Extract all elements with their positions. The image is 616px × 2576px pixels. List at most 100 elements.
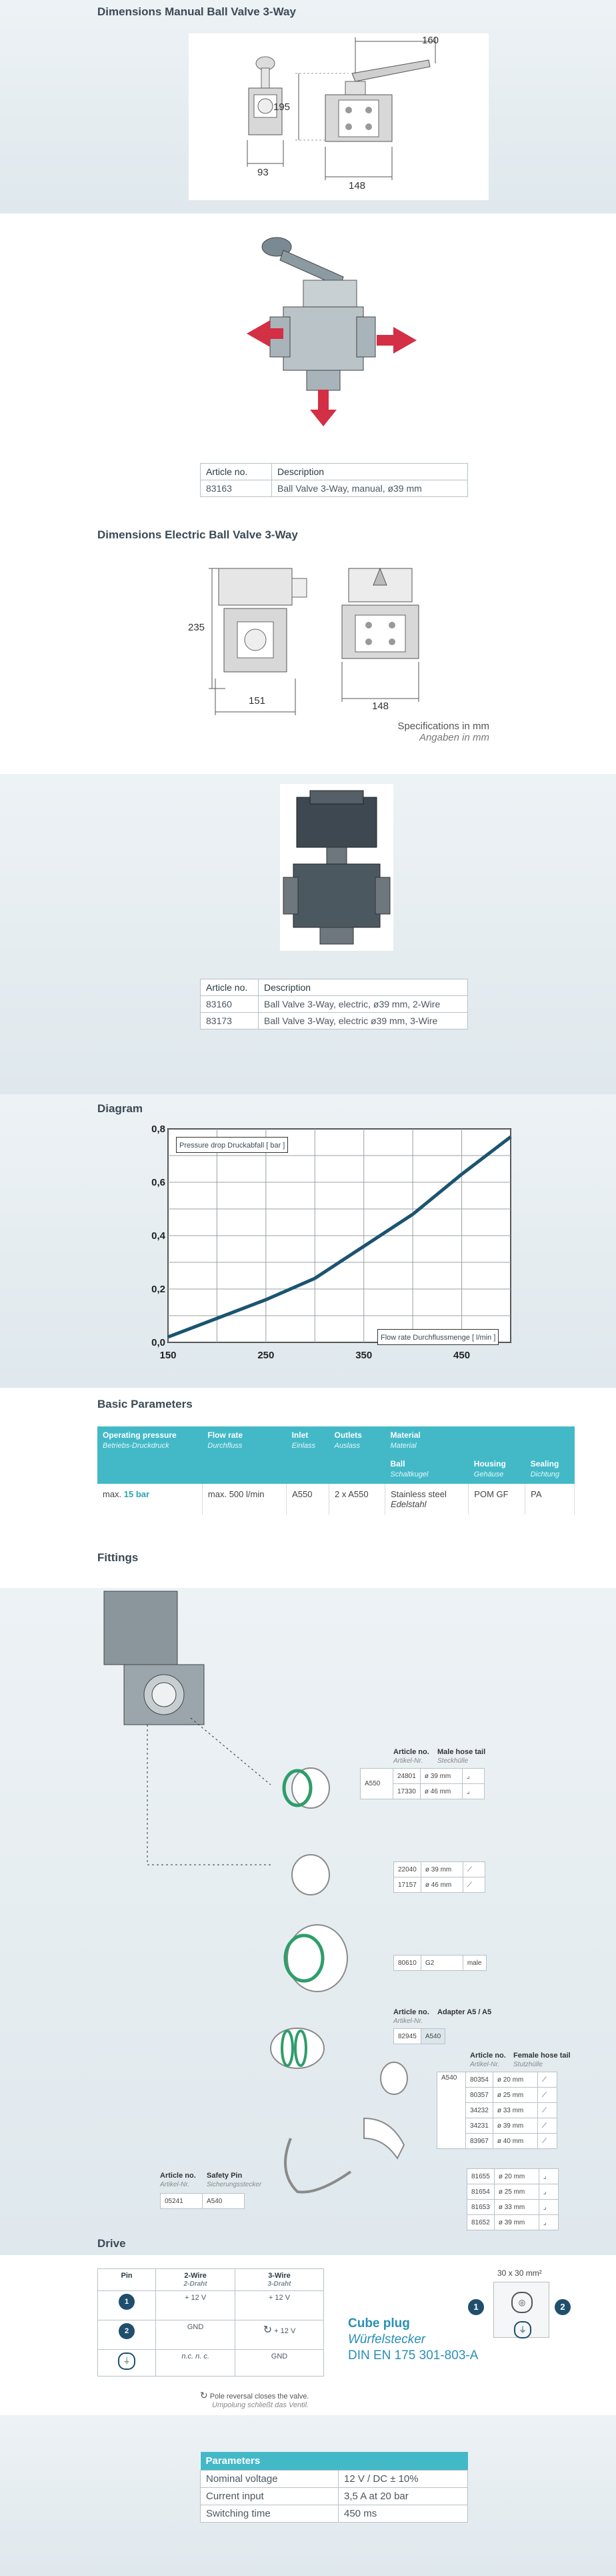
pin-table: 05241 A540 [160,2193,245,2209]
header-outlets: Outlets Auslass [329,1426,385,1484]
male-hose-header: Article no. Artikel-Nr. [393,1748,429,1765]
pin-name-de: Sicherungsstecker [207,2181,262,2188]
pin-name-en: Safety Pin [207,2172,243,2180]
male-conn-cell: A550 [360,1768,393,1799]
op-prefix: max. [103,1489,122,1499]
dim-148: 148 [372,701,389,712]
male-header-article-de: Artikel-Nr. [393,1757,423,1765]
fitting-icon: ⌟ [538,2199,559,2215]
electric-valve-illustration-svg [283,790,391,945]
table-row: 1 + 12 V + 12 V [97,2290,324,2320]
ball-value: Stainless steel Edelstahl [385,1484,469,1515]
column-header-article: Article no. [200,979,259,996]
size-cell: ø 39 mm [492,2118,538,2134]
female-name-de: Stutzhülle [513,2061,543,2068]
column-header-article: Article no. [200,463,272,480]
operating-pressure-value: max. 15 bar [97,1484,203,1515]
female-hose-table: A540 80354 ø 20 mm ⟋ 80357 ø 25 mm ⟋ 34232 ø … [437,2072,557,2149]
spec-note-de: Angaben in mm [419,732,489,743]
header-flow-en: Flow rate [207,1430,243,1440]
female-hose-header: Article no. Artikel-Nr. [470,2052,506,2069]
size-cell: ø 46 mm [420,1877,463,1893]
x-axis-label-box: Flow rate Durchflussmenge [ l/min ] [377,1329,499,1345]
table-row: 83163 Ball Valve 3-Way, manual, ø39 mm [200,480,468,497]
article-cell: 81655 [467,2168,495,2184]
header-housing-en: Housing [473,1459,506,1468]
dim-148: 148 [349,180,366,191]
female-conn-cell: A540 [437,2072,466,2149]
size-cell: ø 46 mm [419,1783,463,1799]
cube-title-de: Würfelstecker [348,2332,426,2346]
pin-badge: 2 [555,2299,571,2315]
pin-name: Safety Pin Sicherungsstecker [207,2172,261,2189]
param-value: 3,5 A at 20 bar [338,2487,468,2505]
param-key: Nominal voltage [200,2470,339,2488]
male-hose-table-2: 22040 ø 39 mm ⟋ 17157 ø 46 mm ⟋ [393,1861,485,1893]
housing-value: POM GF [468,1484,526,1515]
elbow-table: 81655 ø 20 mm ⌟ 81654 ø 25 mm ⌟ 81653 ø 33 mm… [467,2168,559,2230]
fitting-icon: ⌟ [538,2184,559,2200]
size-cell: G2 [420,1955,463,1971]
cube-title: Cube plug [348,2316,410,2330]
electric-valve-dimension-drawing: 235 151 148 [179,555,489,721]
w3-cell: ↻ + 12 V [235,2320,324,2350]
header-2wire: 2-Wire 2-Draht [155,2268,235,2291]
header-pin: Pin [97,2268,157,2291]
size-cell: ø 39 mm [419,1768,463,1784]
fitting-icon: ⟋ [537,2133,557,2149]
male-hose-name: Male hose tail Steckhülle [437,1748,485,1765]
pressure-drop-chart-svg: 0,0 0,2 0,4 0,6 0,8 150 250 350 450 [151,1124,512,1361]
size-cell: ø 33 mm [492,2102,538,2118]
female-name-en: Female hose tail [513,2052,571,2060]
description-cell: Ball Valve 3-Way, manual, ø39 mm [271,480,468,497]
article-cell: 24801 [393,1768,421,1784]
thread-table: 80610 G2 male [393,1955,487,1971]
parameters-table: Parameters Nominal voltage 12 V / DC ± 10… [200,2452,468,2523]
header-operating-pressure: Operating pressure Betriebs-Druckdruck [97,1426,203,1484]
pin-2-cell: 2 [97,2320,157,2350]
adapter-header-article: Article no. [393,2008,429,2016]
article-cell: 82945 [393,2028,421,2044]
size-cell: ø 39 mm [493,2214,539,2230]
article-cell: 81652 [467,2214,495,2230]
cube-din: DIN EN 175 301-803-A [348,2348,479,2363]
fitting-icon: ⟋ [537,2087,557,2103]
article-cell: 34232 [465,2102,493,2118]
x-tick-label: 350 [355,1350,372,1361]
basic-parameters-table: Operating pressure Betriebs-Druckdruck Fl… [97,1426,575,1515]
conn-cell: A540 [202,2193,245,2209]
y-tick-label: 0,6 [151,1177,165,1188]
param-key: Current input [200,2487,339,2505]
pin-badge: 2 [119,2323,135,2339]
plug-socket-icon: ◎ [511,2292,533,2313]
header-ball-de: Schaltkugel [390,1470,429,1478]
header-sealing-en: Sealing [530,1459,559,1468]
ground-icon: ⏚ [118,2352,136,2370]
table-row: 83173 Ball Valve 3-Way, electric ø39 mm,… [200,1012,468,1029]
header-3wire-en: 3-Wire [268,2272,291,2280]
w3-value: + 12 V [274,2327,296,2335]
fitting-icon: ⟋ [462,1861,485,1877]
sealing-value: PA [525,1484,575,1515]
size-cell: ø 33 mm [493,2199,539,2215]
header-op-en: Operating pressure [103,1430,177,1440]
header-flow-rate: Flow rate Durchfluss [202,1426,287,1484]
fitting-icon: ⟋ [537,2102,557,2118]
header-outlets-en: Outlets [334,1430,362,1440]
dim-93: 93 [257,167,269,178]
female-header-article: Article no. [470,2052,506,2060]
w2-cell: GND [155,2320,235,2350]
fitting-icon: ⌟ [538,2214,559,2230]
header-3wire-de: 3-Draht [267,2280,291,2288]
w3-cell: + 12 V [235,2290,324,2320]
cube-size: 30 x 30 mm² [497,2268,542,2278]
dim-195: 195 [273,101,291,113]
header-housing-de: Gehäuse [473,1470,504,1478]
size-cell: ø 25 mm [493,2184,539,2200]
w2-cell: n.c. n. c. [155,2349,235,2377]
header-outlets-de: Auslass [334,1442,361,1450]
y-tick-label: 0,8 [151,1124,165,1135]
article-cell: 17157 [393,1877,421,1893]
spec-note: Specifications in mm Angaben in mm [320,721,489,743]
header-inlet-de: Einlass [291,1442,316,1450]
